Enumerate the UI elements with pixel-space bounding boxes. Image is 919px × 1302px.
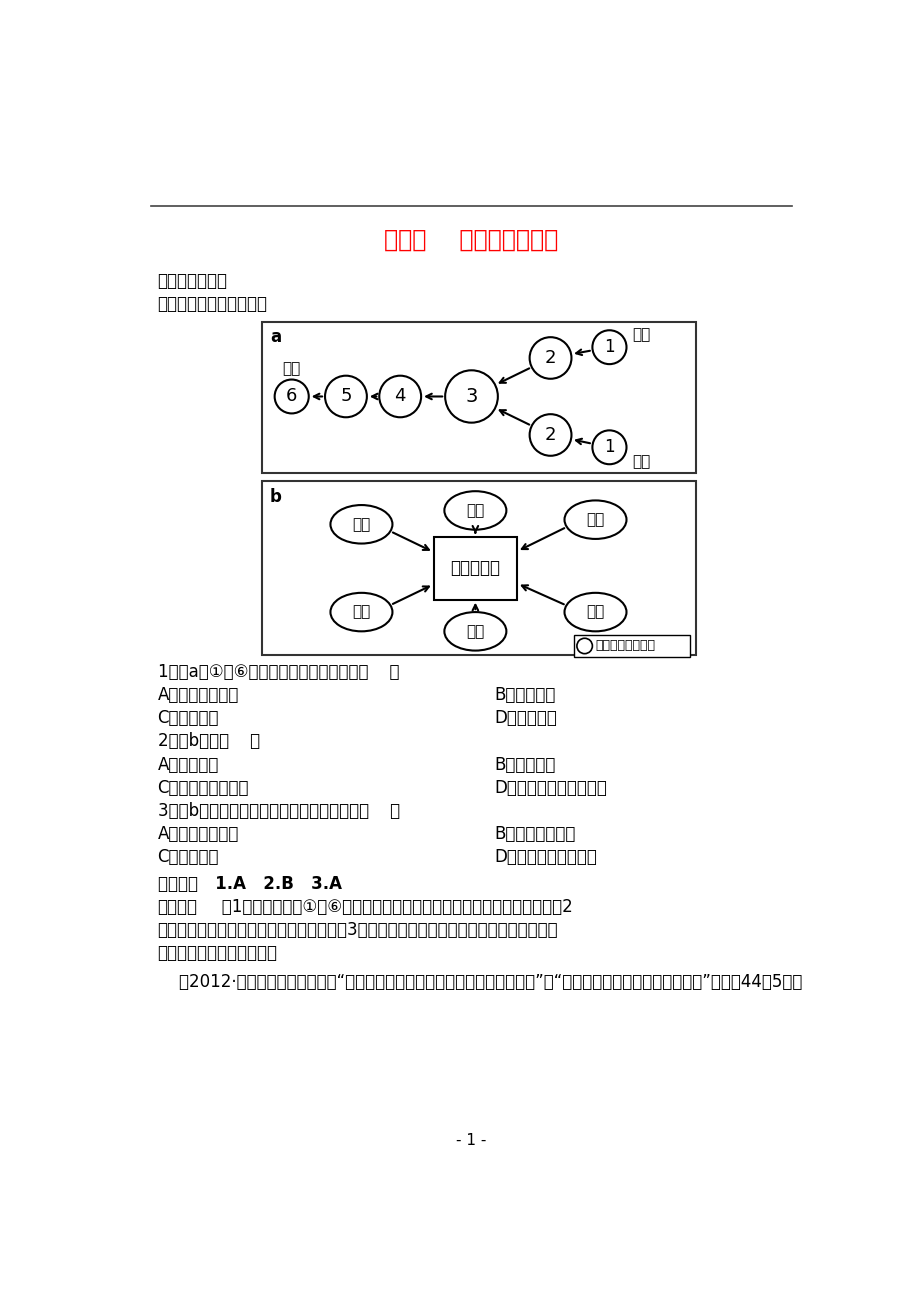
Text: 2．图b表示（    ）: 2．图b表示（ ）	[157, 733, 259, 750]
Bar	[262, 322, 696, 474]
Text: 1: 1	[604, 439, 614, 456]
Text: 题，不同的元件生产分散在不同的国家。第3题，工业分散是从全球寻求最佳区位或是靠近: 题，不同的元件生产分散在不同的国家。第3题，工业分散是从全球寻求最佳区位或是靠近	[157, 921, 558, 939]
Bar	[573, 635, 689, 656]
Text: 读下图，完成１～３题。: 读下图，完成１～３题。	[157, 296, 267, 312]
Text: 2: 2	[544, 426, 556, 444]
Text: C．减轻污染: C．减轻污染	[157, 848, 219, 866]
Text: 【解析】: 【解析】	[157, 898, 198, 917]
Text: - 1 -: - 1 -	[456, 1133, 486, 1148]
Text: 6: 6	[286, 388, 297, 405]
Text: 【答案】   1.A   2.B   3.A: 【答案】 1.A 2.B 3.A	[157, 875, 341, 893]
Text: A．工业集聚: A．工业集聚	[157, 755, 219, 773]
Text: b: b	[269, 487, 281, 505]
Text: 3: 3	[465, 387, 477, 406]
Text: 元件: 元件	[585, 604, 604, 620]
Text: 产品: 产品	[282, 361, 301, 376]
Text: 1．图a中①～⑥不同工厂之间的联系属于（    ）: 1．图a中①～⑥不同工厂之间的联系属于（ ）	[157, 663, 399, 681]
Text: 5: 5	[340, 388, 351, 405]
Text: 元件: 元件	[585, 512, 604, 527]
Text: D．技术联系: D．技术联系	[494, 710, 557, 728]
Text: 元件: 元件	[352, 604, 370, 620]
Text: a: a	[269, 328, 281, 346]
Text: 元件: 元件	[352, 517, 370, 531]
Text: 某工业生产: 某工业生产	[450, 559, 500, 577]
Text: 一、单项选择题: 一、单项选择题	[157, 272, 227, 290]
Text: A．寻找最优区位: A．寻找最优区位	[157, 825, 239, 842]
Text: 原料: 原料	[632, 453, 651, 469]
Text: B．工业分散: B．工业分散	[494, 755, 555, 773]
Text: C．工业的信息联系: C．工业的信息联系	[157, 779, 249, 797]
Text: 元件: 元件	[466, 624, 484, 639]
Text: B．地域联系: B．地域联系	[494, 686, 555, 704]
Text: 2: 2	[544, 349, 556, 367]
Text: 第二节    工业地域的形成: 第二节 工业地域的形成	[384, 228, 558, 251]
Text: 3．图b所示工厂元件生产的全球化，目的是（    ）: 3．图b所示工厂元件生产的全球化，目的是（ ）	[157, 802, 400, 820]
Text: B．提高产品质量: B．提高产品质量	[494, 825, 575, 842]
Text: 市场、劳动力丰富的地区。: 市场、劳动力丰富的地区。	[157, 944, 278, 962]
Text: D．工业的空间利用联系: D．工业的空间利用联系	[494, 779, 607, 797]
Text: D．促进全球经济发展: D．促进全球经济发展	[494, 848, 597, 866]
Text: 不同国家不同元件: 不同国家不同元件	[595, 639, 654, 652]
Text: 元件: 元件	[466, 503, 484, 518]
Bar	[433, 536, 516, 600]
Text: C．信息联系: C．信息联系	[157, 710, 219, 728]
Text: 4: 4	[394, 388, 405, 405]
Text: A．工序上的联系: A．工序上的联系	[157, 686, 239, 704]
Text: （2012·海南三亚高一检测）读“广东惠州某音响的零件生产厂家地域分布图”和“惠州某音响厂零件的来源比例图”，完成44～5题。: （2012·海南三亚高一检测）读“广东惠州某音响的零件生产厂家地域分布图”和“惠…	[157, 974, 801, 991]
Bar	[262, 482, 696, 655]
Text: 原料: 原料	[632, 327, 651, 342]
Text: 1: 1	[604, 339, 614, 357]
Text: 第1题，由图可知①～⑥环节，前面环节是后面环节的原料（零部件）。第2: 第1题，由图可知①～⑥环节，前面环节是后面环节的原料（零部件）。第2	[206, 898, 572, 917]
